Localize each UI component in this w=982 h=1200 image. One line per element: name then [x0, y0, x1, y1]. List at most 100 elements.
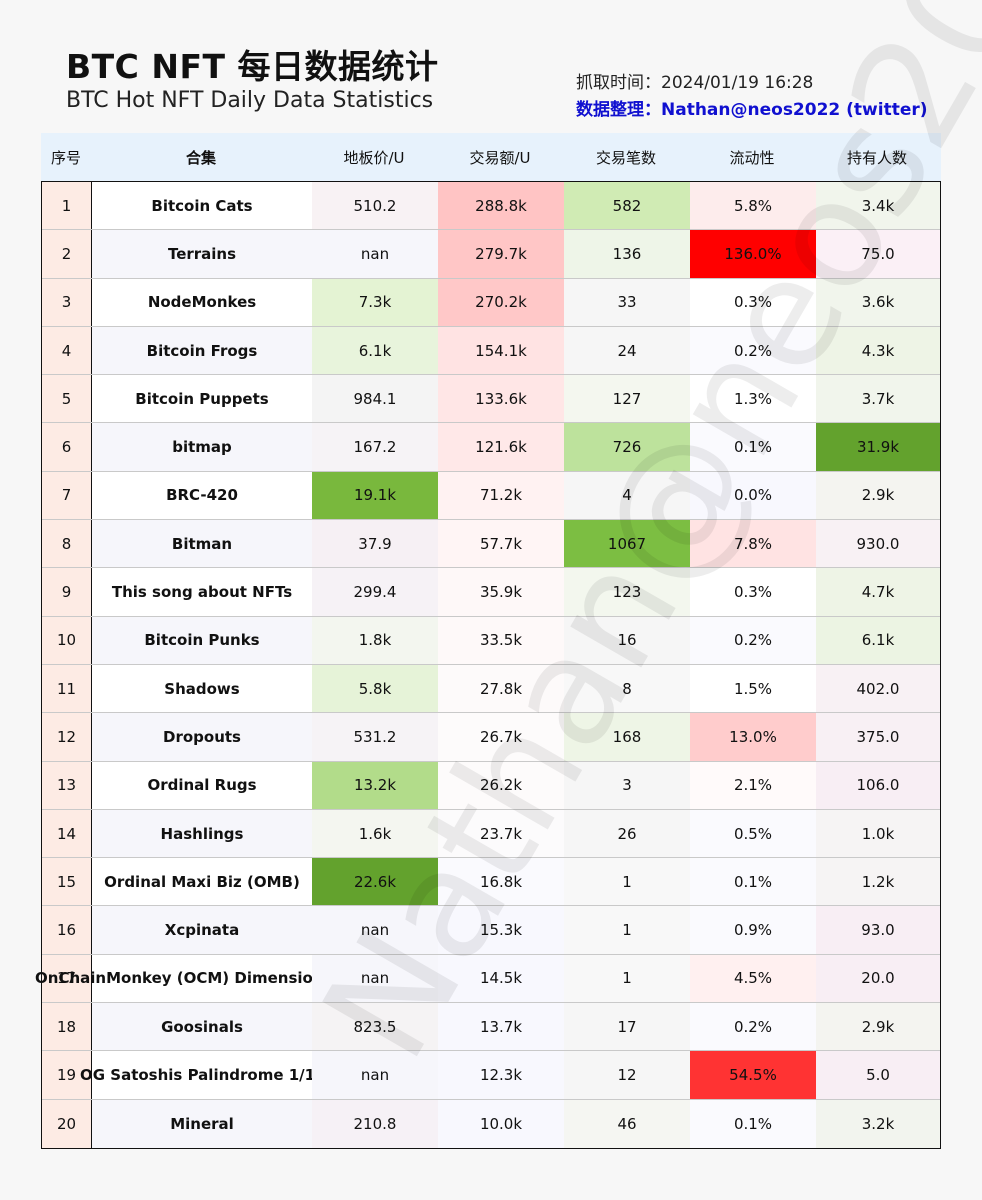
holder-count: 31.9k — [816, 423, 940, 471]
trade-count: 582 — [564, 182, 690, 230]
holder-count: 2.9k — [816, 1003, 940, 1051]
table-row: 2 Terrains nan 279.7k 136 136.0% 75.0 — [42, 230, 940, 279]
holder-count: 3.7k — [816, 375, 940, 423]
floor-price: 1.6k — [312, 809, 438, 858]
column-header-collection: 合集 — [185, 148, 216, 167]
liquidity: 54.5% — [690, 1051, 816, 1099]
floor-price: nan — [312, 1051, 438, 1099]
column-header-volume: 交易额/U — [469, 148, 531, 167]
table-row: 7 BRC-420 19.1k 71.2k 4 0.0% 2.9k — [42, 471, 940, 521]
holder-count: 3.4k — [816, 182, 940, 230]
floor-price: nan — [312, 954, 438, 1003]
liquidity: 5.8% — [690, 182, 816, 230]
collection-name: Bitcoin Frogs — [92, 326, 312, 375]
floor-price: 19.1k — [312, 471, 438, 520]
volume: 23.7k — [438, 809, 564, 858]
holder-count: 402.0 — [816, 664, 940, 713]
row-index: 5 — [42, 375, 92, 423]
row-index: 4 — [42, 326, 92, 375]
liquidity: 13.0% — [690, 713, 816, 761]
trade-count: 168 — [564, 713, 690, 761]
collection-name: Bitcoin Cats — [92, 182, 312, 230]
floor-price: 299.4 — [312, 568, 438, 616]
trade-count: 726 — [564, 423, 690, 471]
trade-count: 136 — [564, 230, 690, 278]
table-row: 4 Bitcoin Frogs 6.1k 154.1k 24 0.2% 4.3k — [42, 326, 940, 376]
trade-count: 26 — [564, 809, 690, 858]
trade-count: 4 — [564, 471, 690, 520]
row-index: 15 — [42, 858, 92, 906]
floor-price: nan — [312, 906, 438, 954]
liquidity: 0.1% — [690, 423, 816, 471]
trade-count: 24 — [564, 326, 690, 375]
holder-count: 1.2k — [816, 858, 940, 906]
collection-name: Hashlings — [92, 809, 312, 858]
floor-price: 531.2 — [312, 713, 438, 761]
table-row: 18 Goosinals 823.5 13.7k 17 0.2% 2.9k — [42, 1003, 940, 1052]
volume: 35.9k — [438, 568, 564, 616]
nft-stats-table: 1 Bitcoin Cats 510.2 288.8k 582 5.8% 3.4k 2 Terr… — [35, 181, 941, 1149]
collection-name: Dropouts — [92, 713, 312, 761]
trade-count: 1 — [564, 858, 690, 906]
table-row: 10 Bitcoin Punks 1.8k 33.5k 16 0.2% 6.1k — [42, 616, 940, 665]
trade-count: 46 — [564, 1099, 690, 1148]
holder-count: 6.1k — [816, 616, 940, 664]
trade-count: 17 — [564, 1003, 690, 1051]
holder-count: 20.0 — [816, 954, 940, 1003]
volume: 270.2k — [438, 278, 564, 326]
collection-name: Goosinals — [92, 1003, 312, 1051]
table-row: 20 Mineral 210.8 10.0k 46 0.1% 3.2k — [42, 1099, 940, 1148]
trade-count: 123 — [564, 568, 690, 616]
collection-name: Mineral — [92, 1099, 312, 1148]
volume: 26.7k — [438, 713, 564, 761]
volume: 71.2k — [438, 471, 564, 520]
collection-name: Bitcoin Puppets — [92, 375, 312, 423]
collection-name: Bitman — [92, 520, 312, 568]
collection-name: This song about NFTs — [92, 568, 312, 616]
table-row: 1 Bitcoin Cats 510.2 288.8k 582 5.8% 3.4k — [42, 182, 940, 231]
column-header-holders: 持有人数 — [846, 148, 907, 167]
table-row: 11 Shadows 5.8k 27.8k 8 1.5% 402.0 — [42, 664, 940, 714]
page-subtitle: BTC Hot NFT Daily Data Statistics — [66, 88, 434, 113]
trade-count: 127 — [564, 375, 690, 423]
row-index: 11 — [42, 664, 92, 713]
data-credit: 数据整理：Nathan@neos2022 (twitter) — [576, 100, 928, 120]
row-index: 19 — [42, 1051, 92, 1099]
volume: 279.7k — [438, 230, 564, 278]
volume: 33.5k — [438, 616, 564, 664]
row-index: 9 — [42, 568, 92, 616]
holder-count: 1.0k — [816, 809, 940, 858]
trade-count: 3 — [564, 761, 690, 809]
volume: 27.8k — [438, 664, 564, 713]
floor-price: 984.1 — [312, 375, 438, 423]
row-index: 7 — [42, 471, 92, 520]
row-index: 10 — [42, 616, 92, 664]
volume: 133.6k — [438, 375, 564, 423]
volume: 14.5k — [438, 954, 564, 1003]
liquidity: 0.5% — [690, 809, 816, 858]
holder-count: 5.0 — [816, 1051, 940, 1099]
table-header: 序号 合集 地板价/U 交易额/U 交易笔数 流动性 持有人数 — [41, 133, 941, 181]
holder-count: 930.0 — [816, 520, 940, 568]
volume: 288.8k — [438, 182, 564, 230]
trade-count: 12 — [564, 1051, 690, 1099]
floor-price: 510.2 — [312, 182, 438, 230]
holder-count: 3.6k — [816, 278, 940, 326]
column-header-index: 序号 — [50, 148, 81, 167]
table-row: 12 Dropouts 531.2 26.7k 168 13.0% 375.0 — [42, 713, 940, 762]
floor-price: 5.8k — [312, 664, 438, 713]
liquidity: 4.5% — [690, 954, 816, 1003]
volume: 10.0k — [438, 1099, 564, 1148]
volume: 13.7k — [438, 1003, 564, 1051]
liquidity: 136.0% — [690, 230, 816, 278]
trade-count: 1067 — [564, 520, 690, 568]
liquidity: 0.2% — [690, 326, 816, 375]
floor-price: 210.8 — [312, 1099, 438, 1148]
table-row: 3 NodeMonkes 7.3k 270.2k 33 0.3% 3.6k — [42, 278, 940, 327]
floor-price: 22.6k — [312, 858, 438, 906]
floor-price: 823.5 — [312, 1003, 438, 1051]
row-index: 17 — [42, 954, 92, 1003]
volume: 154.1k — [438, 326, 564, 375]
liquidity: 0.1% — [690, 858, 816, 906]
collection-name: Terrains — [92, 230, 312, 278]
